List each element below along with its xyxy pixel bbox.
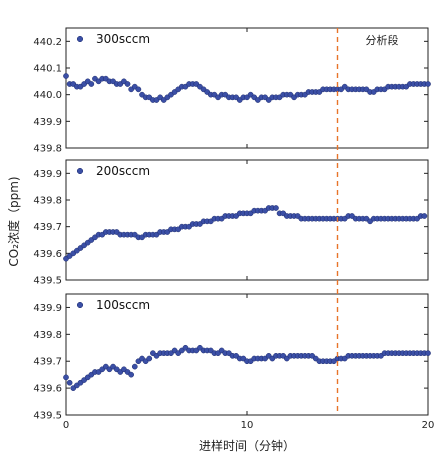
legend-label: 300sccm	[96, 32, 150, 46]
y-tick-label: 439.8	[33, 330, 62, 341]
y-tick-label: 440.1	[33, 64, 62, 75]
data-point	[66, 379, 73, 386]
x-axis: 0 10 20	[63, 420, 435, 431]
data-point	[135, 86, 142, 93]
data-point	[63, 73, 69, 79]
legend-label: 100sccm	[96, 298, 150, 312]
x-axis-label: 进样时间（分钟）	[199, 438, 295, 453]
y-tick-label: 439.8	[33, 196, 62, 207]
x-tick-label: 20	[422, 420, 435, 431]
panel-1: 440.2 440.1 440.0 439.9 439.8 300sccm	[33, 27, 431, 155]
data-point	[146, 355, 153, 362]
y-tick-label: 439.9	[33, 303, 62, 314]
data-point	[88, 81, 95, 87]
panel-3: 439.9 439.8 439.7 439.6 439.5 100sccm	[33, 293, 431, 422]
y-axis-label: CO₂浓度（ppm)	[6, 176, 21, 266]
data-point	[425, 81, 431, 87]
legend-marker	[76, 35, 84, 43]
y-tick-label: 439.5	[33, 276, 62, 287]
y-tick-label: 440.2	[33, 37, 62, 48]
data-point	[425, 350, 431, 357]
data-point	[128, 371, 135, 378]
y-tick-label: 439.5	[33, 411, 62, 422]
y-tick-label: 439.9	[33, 169, 62, 180]
y-tick-label: 439.7	[33, 357, 62, 368]
data-point	[131, 363, 138, 370]
y-tick-label: 439.9	[33, 117, 62, 128]
y-tick-label: 439.7	[33, 222, 62, 233]
legend-label: 200sccm	[96, 164, 150, 178]
panel-2: 439.9 439.8 439.7 439.6 439.5 200sccm	[33, 159, 429, 287]
y-tick-label: 439.6	[33, 384, 62, 395]
legend-marker	[76, 167, 84, 175]
data-point	[421, 213, 428, 219]
analysis-segment-annotation: 分析段	[366, 33, 399, 47]
legend-marker	[76, 301, 84, 309]
data-point	[273, 205, 279, 211]
chart-panels: 440.2440.1440.0439.9439.8300sccm439.9439…	[33, 27, 431, 422]
y-tick-label: 439.6	[33, 249, 62, 260]
x-tick-label: 0	[63, 420, 69, 431]
y-tick-label: 440.0	[33, 90, 62, 101]
x-tick-label: 10	[241, 420, 254, 431]
y-tick-label: 439.8	[33, 144, 62, 155]
data-point	[124, 81, 131, 87]
data-point	[63, 374, 69, 381]
